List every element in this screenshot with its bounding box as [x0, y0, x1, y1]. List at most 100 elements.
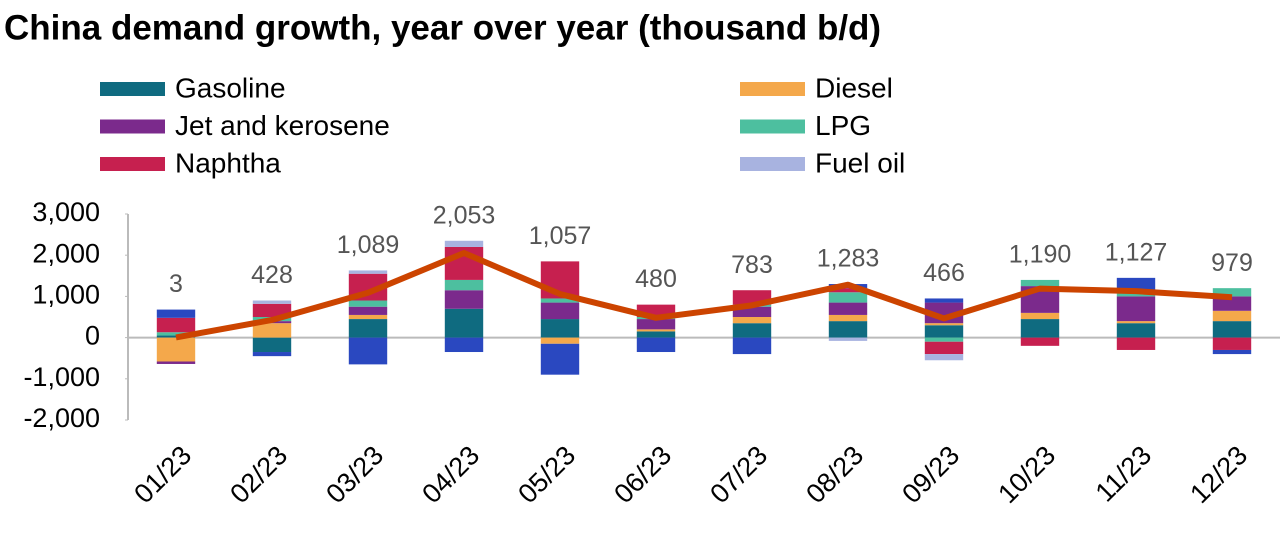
- bar-segment: [828, 321, 868, 338]
- bar-segment: [1212, 288, 1252, 297]
- bar-segment: [1116, 337, 1156, 350]
- bar-segment: [348, 270, 388, 274]
- y-tick-label: 2,000: [32, 238, 100, 268]
- x-tick-label: 08/23: [800, 440, 869, 509]
- bar-segment: [828, 302, 868, 315]
- bar-segment: [252, 303, 292, 317]
- bar-segment: [1212, 321, 1252, 338]
- y-tick-label: 3,000: [32, 197, 100, 227]
- bar-segment: [540, 343, 580, 375]
- bar-segment: [1020, 279, 1060, 287]
- bar-segment: [1116, 323, 1156, 338]
- bar-segment: [924, 354, 964, 361]
- bar-segment: [636, 329, 676, 332]
- y-tick-label: 0: [85, 321, 100, 351]
- bar-segment: [732, 337, 772, 355]
- bar-segment: [828, 288, 868, 293]
- bar-segment: [924, 341, 964, 355]
- x-tick-label: 04/23: [416, 440, 485, 509]
- x-tick-label: 01/23: [128, 440, 197, 509]
- bar-segment: [252, 300, 292, 304]
- legend-label: Naphtha: [175, 147, 281, 178]
- bar-segment: [444, 279, 484, 291]
- data-label: 979: [1211, 249, 1253, 277]
- x-tick-label: 09/23: [896, 440, 965, 509]
- bar-segment: [444, 290, 484, 309]
- bar-segment: [156, 361, 196, 364]
- bar-segment: [636, 331, 676, 338]
- data-label: 2,053: [433, 201, 496, 229]
- bar-segment: [1116, 292, 1156, 297]
- bar-segment: [828, 337, 868, 341]
- data-label: 1,283: [817, 245, 880, 273]
- x-tick-label: 07/23: [704, 440, 773, 509]
- x-tick-label: 12/23: [1184, 440, 1253, 509]
- bar-segment: [636, 319, 676, 330]
- data-label: 1,127: [1105, 238, 1168, 266]
- bar-segment: [444, 308, 484, 338]
- bar-segment: [732, 317, 772, 324]
- bar-segment: [156, 332, 196, 336]
- x-tick-label: 02/23: [224, 440, 293, 509]
- data-label: 428: [251, 261, 293, 289]
- legend-label: LPG: [815, 110, 871, 141]
- bar-segment: [540, 319, 580, 338]
- x-tick-label: 03/23: [320, 440, 389, 509]
- legend-swatch: [740, 119, 805, 134]
- bar-segment: [924, 323, 964, 326]
- bar-segment: [444, 337, 484, 353]
- bar-segment: [348, 306, 388, 315]
- x-tick-label: 10/23: [992, 440, 1061, 509]
- legend-label: Gasoline: [175, 72, 286, 103]
- bar-segment: [1020, 337, 1060, 346]
- bar-segment: [348, 314, 388, 320]
- bar-segment: [348, 319, 388, 338]
- y-tick-label: 1,000: [32, 280, 100, 310]
- bar-segment: [348, 300, 388, 307]
- legend-swatch: [740, 82, 805, 96]
- bar-segment: [1212, 337, 1252, 350]
- bar-segment: [252, 323, 292, 338]
- data-label: 480: [635, 265, 677, 293]
- bar-segment: [732, 323, 772, 338]
- data-label: 3: [169, 270, 183, 298]
- bar-segment: [1212, 310, 1252, 322]
- y-tick-label: -1,000: [23, 362, 100, 392]
- x-tick-label: 06/23: [608, 440, 677, 509]
- bar-segment: [540, 298, 580, 303]
- y-tick-label: -2,000: [23, 403, 100, 433]
- data-label: 1,190: [1009, 241, 1072, 269]
- bar-segment: [444, 240, 484, 247]
- bar-segment: [1212, 349, 1252, 355]
- legend-swatch: [100, 82, 165, 96]
- bar-segment: [924, 298, 964, 303]
- bar-segment: [252, 337, 292, 353]
- x-tick-label: 05/23: [512, 440, 581, 509]
- data-label: 1,089: [337, 231, 400, 259]
- bar-segment: [924, 325, 964, 338]
- bar-segment: [1020, 312, 1060, 320]
- bar-segment: [156, 317, 196, 333]
- bar-segment: [1116, 296, 1156, 322]
- legend-swatch: [740, 157, 805, 171]
- bar-segment: [348, 337, 388, 365]
- bar-segment: [1116, 321, 1156, 324]
- x-tick-label: 11/23: [1090, 440, 1158, 508]
- bar-segment: [1212, 296, 1252, 311]
- chart-title: China demand growth, year over year (tho…: [4, 8, 881, 47]
- bar-segment: [156, 309, 196, 318]
- bar-segment: [732, 306, 772, 317]
- legend-label: Fuel oil: [815, 147, 905, 178]
- bar-segment: [924, 337, 964, 342]
- legend-label: Diesel: [815, 72, 893, 103]
- bar-segment: [252, 352, 292, 357]
- bar-segment: [540, 337, 580, 344]
- legend-swatch: [100, 157, 165, 171]
- data-label: 1,057: [529, 222, 592, 250]
- bar-segment: [1020, 319, 1060, 338]
- bar-segment: [156, 337, 196, 362]
- bar-segment: [636, 337, 676, 353]
- data-label: 783: [731, 251, 773, 279]
- data-label: 466: [923, 259, 965, 287]
